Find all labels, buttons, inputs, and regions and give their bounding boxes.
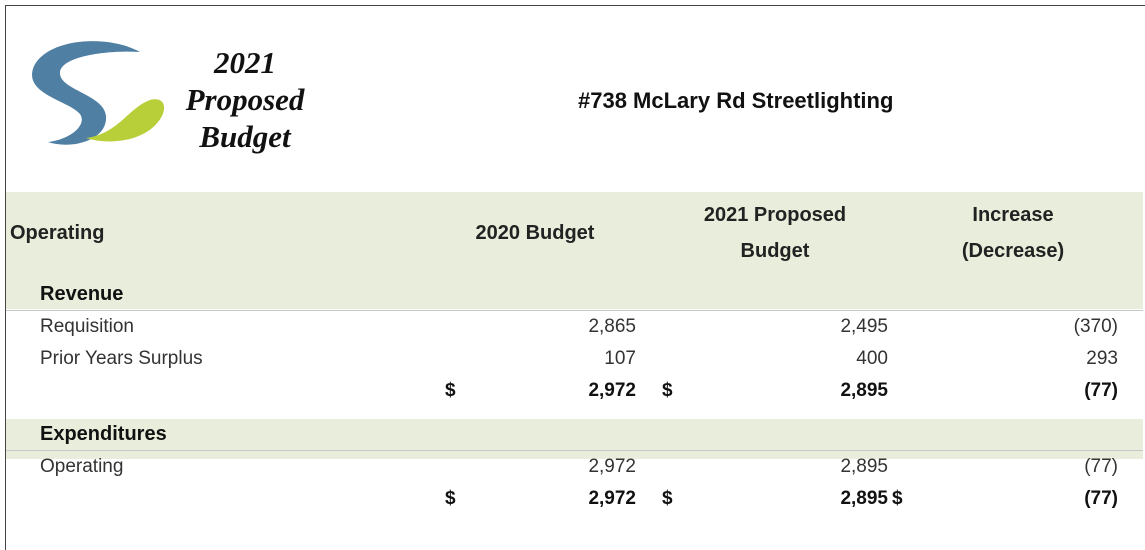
row-label: Prior Years Surplus — [40, 348, 203, 369]
column-header: Operating — [10, 222, 105, 244]
total-cell: 2,895 — [840, 380, 888, 401]
column-header: 2020 Budget — [475, 222, 595, 244]
cell: 293 — [1086, 348, 1118, 369]
title: #738 McLary Rd Streetlighting — [578, 88, 894, 113]
currency-symbol: $ — [892, 488, 903, 509]
cell: (77) — [1084, 456, 1118, 477]
currency-symbol: $ — [445, 380, 456, 401]
total-cell: (77) — [1084, 380, 1118, 401]
cell: 107 — [604, 348, 636, 369]
logo — [32, 41, 165, 145]
row-label: Requisition — [40, 316, 134, 337]
column-header: Increase — [972, 204, 1054, 226]
cell: 400 — [856, 348, 888, 369]
cell: 2,865 — [588, 316, 636, 337]
total-cell: 2,972 — [588, 488, 636, 509]
currency-symbol: $ — [662, 488, 673, 509]
total-cell: (77) — [1084, 488, 1118, 509]
logo-text: Budget — [199, 119, 291, 154]
currency-symbol: $ — [445, 488, 456, 509]
total-cell: 2,972 — [588, 380, 636, 401]
column-header: Budget — [740, 240, 810, 262]
cell: 2,972 — [588, 456, 636, 477]
cell: 2,895 — [840, 456, 888, 477]
logo-text: Proposed — [185, 82, 305, 117]
header-band — [6, 192, 1143, 309]
section-band — [6, 419, 1143, 459]
logo-text: 2021 — [214, 45, 276, 80]
column-header: 2021 Proposed — [703, 204, 847, 226]
section-label: Expenditures — [40, 423, 167, 445]
border-left — [5, 5, 6, 550]
rule — [6, 450, 1143, 451]
cell: 2,495 — [840, 316, 888, 337]
rule — [6, 310, 1143, 311]
total-cell: 2,895 — [840, 488, 888, 509]
section-label: Revenue — [40, 283, 124, 305]
border-top — [5, 5, 1145, 6]
cell: (370) — [1073, 316, 1118, 337]
column-header: (Decrease) — [961, 240, 1065, 262]
currency-symbol: $ — [662, 380, 673, 401]
row-label: Operating — [40, 456, 124, 477]
